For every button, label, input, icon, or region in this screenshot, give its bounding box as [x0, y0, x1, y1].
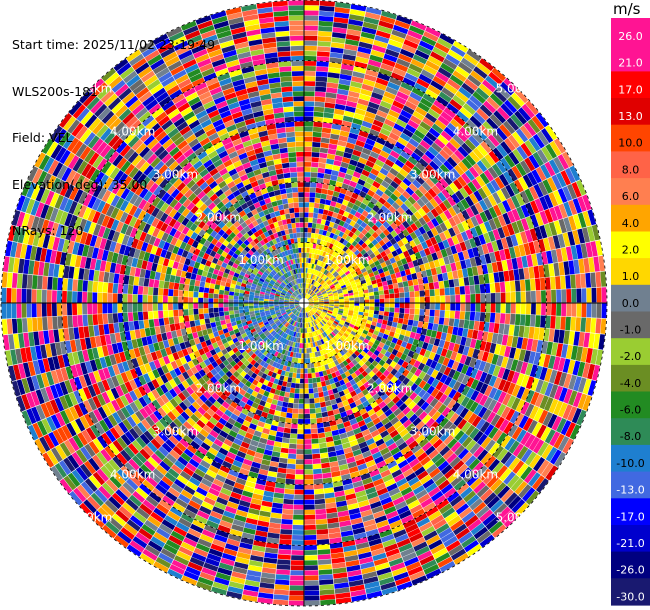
colorbar-tick-label: -17.0 [616, 510, 644, 523]
colorbar-tick-label: 13.0 [618, 110, 643, 123]
colorbar-segment [611, 178, 650, 206]
range-ring-label: 1.00km [238, 253, 283, 267]
elevation-label: Elevation(deg): 35.00 [12, 176, 148, 192]
colorbar-segment [611, 391, 650, 419]
range-ring-label: 4.00km [110, 125, 155, 139]
instrument-label: WLS200s-181 [12, 83, 98, 99]
colorbar-segment [611, 44, 650, 72]
colorbar-segment [611, 418, 650, 446]
range-ring-label: 1.00km [238, 339, 283, 353]
velocity-gate-group [15, 9, 602, 606]
range-ring-label: 1.00km [324, 253, 369, 267]
range-ring-label: 4.00km [453, 467, 498, 481]
velocity-gate-group [1, 5, 603, 572]
range-ring-label: 1.00km [324, 339, 369, 353]
range-rings [0, 0, 608, 607]
colorbar-segment [611, 364, 650, 393]
colorbar-tick-label: -4.0 [620, 377, 641, 390]
colorbar-tick-label: 1.0 [622, 270, 640, 283]
range-ring-label: 5.00km [67, 82, 112, 96]
colorbar-tick-label: -21.0 [616, 537, 644, 550]
colorbar-segment [611, 498, 650, 526]
colorbar-segment [611, 444, 650, 473]
range-ring-label: 4.00km [110, 467, 155, 481]
colorbar-tick-label: 0.0 [622, 297, 640, 310]
colorbar-segment [611, 284, 650, 313]
colorbar-tick-label: 4.0 [622, 217, 640, 230]
colorbar-segment [611, 311, 650, 339]
colorbar-tick-label: -6.0 [620, 404, 641, 417]
colorbar-segment [611, 71, 650, 99]
range-ring-label: 2.00km [196, 210, 241, 224]
colorbar-tick-label: 6.0 [622, 190, 640, 203]
colorbar-tick-label: 26.0 [618, 30, 643, 43]
colorbar-segment [611, 204, 650, 233]
nrays-label: NRays: 120 [12, 223, 84, 238]
colorbar-tick-label: -26.0 [616, 564, 644, 577]
colorbar-tick-label: -30.0 [616, 590, 644, 603]
scan-info: Start time: 2025/11/02 23:19:49 WLS200s-… [12, 6, 215, 254]
colorbar-tick-label: 17.0 [618, 83, 643, 96]
colorbar-segment [611, 525, 650, 553]
colorbar-tick-label: -1.0 [620, 324, 641, 337]
colorbar-segment [611, 578, 650, 606]
range-ring-labels: 1.00km 1.00km 1.00km 1.00km 2.00km 2.00km 2.00… [67, 82, 541, 525]
colorbar-tick-label: 8.0 [622, 163, 640, 176]
range-ring-label: 5.00km [496, 82, 541, 96]
range-ring-label: 3.00km [153, 167, 198, 181]
colorbar-tick-label: 10.0 [618, 137, 643, 150]
colorbar-tick-label: -10.0 [616, 457, 644, 470]
range-ring-label: 5.00km [496, 510, 541, 524]
velocity-gate-group [3, 0, 607, 606]
colorbar-segment [611, 471, 650, 499]
colorbar-segment [611, 338, 650, 366]
colorbar-segment [611, 151, 650, 179]
colorbar-tick-label: -8.0 [620, 430, 641, 443]
colorbar-segment [611, 18, 650, 46]
range-ring-label: 3.00km [153, 425, 198, 439]
range-ring-label: 5.00km [67, 510, 112, 524]
velocity-gate-group [13, 0, 596, 596]
colorbar-tick-label: 21.0 [618, 57, 643, 70]
colorbar-tick-label: -2.0 [620, 350, 641, 363]
range-ring-label: 2.00km [196, 382, 241, 396]
range-ring-label: 2.00km [367, 382, 412, 396]
start-time-label: Start time: 2025/11/02 23:19:49 [12, 37, 216, 52]
colorbar-segment [611, 258, 650, 286]
colorbar-tick-label: 2.0 [622, 244, 640, 257]
colorbar-tick-label: -13.0 [616, 484, 644, 497]
colorbar-segment [611, 231, 650, 259]
field-label: Field: VEL [12, 130, 73, 145]
colorbar-segment [611, 124, 650, 152]
range-ring-label: 3.00km [410, 167, 455, 181]
velocity-gate-group [21, 14, 607, 596]
range-ring-label: 4.00km [453, 125, 498, 139]
velocity-gate-group [1, 21, 581, 596]
colorbar-unit: m/s [613, 0, 641, 18]
range-ring-label: 2.00km [367, 210, 412, 224]
colorbar-segment [611, 98, 650, 126]
colorbar-segment [611, 551, 650, 579]
range-ring-label: 3.00km [410, 425, 455, 439]
